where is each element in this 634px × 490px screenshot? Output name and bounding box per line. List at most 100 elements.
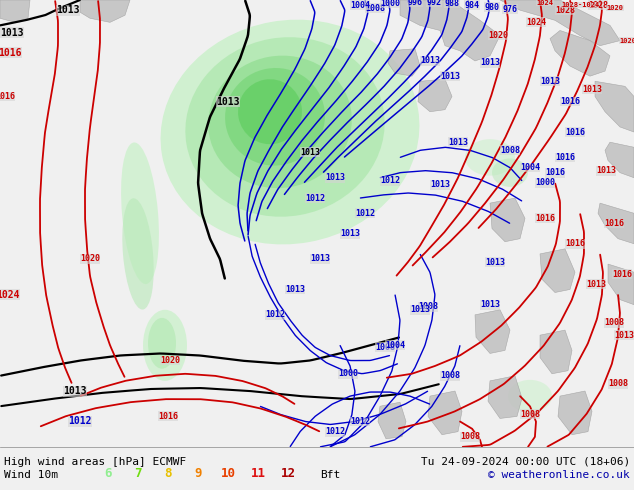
Ellipse shape [238,79,302,144]
Text: 1024: 1024 [526,18,546,27]
Text: 1020: 1020 [619,38,634,44]
Polygon shape [540,330,572,374]
Text: 1004: 1004 [385,341,405,350]
Text: 1008: 1008 [375,343,395,352]
Text: 1012: 1012 [68,416,92,426]
Text: 992: 992 [427,0,441,6]
Polygon shape [80,0,130,23]
Text: Bft: Bft [320,470,340,480]
Ellipse shape [143,310,187,381]
Polygon shape [400,0,500,61]
Ellipse shape [185,37,385,217]
Text: 1008: 1008 [608,379,628,389]
Text: 1016: 1016 [0,48,22,58]
Text: 1013: 1013 [582,85,602,94]
Text: 1013: 1013 [540,77,560,86]
Text: 12: 12 [280,467,295,480]
Ellipse shape [508,380,552,413]
Text: 1016: 1016 [0,92,15,101]
Text: 1013: 1013 [420,56,440,66]
Text: 1016: 1016 [560,97,580,106]
Ellipse shape [225,68,325,166]
Text: 1004: 1004 [520,163,540,172]
Polygon shape [488,376,522,418]
Polygon shape [608,264,634,305]
Text: 1013: 1013 [448,138,468,147]
Text: 1020: 1020 [80,254,100,264]
Text: 1028: 1028 [555,6,575,15]
Text: 1028-1024: 1028-1024 [561,2,599,8]
Text: 988: 988 [444,0,460,7]
Text: © weatheronline.co.uk: © weatheronline.co.uk [488,470,630,480]
Text: 1013: 1013 [310,254,330,264]
Polygon shape [598,203,634,244]
Polygon shape [540,249,575,293]
Text: 1016: 1016 [565,239,585,248]
Text: 1024: 1024 [536,0,553,6]
Text: 1013: 1013 [480,300,500,309]
Text: 996: 996 [408,0,422,6]
Text: Tu 24-09-2024 00:00 UTC (18+06): Tu 24-09-2024 00:00 UTC (18+06) [421,457,630,467]
Text: 6: 6 [104,467,112,480]
Text: 1013: 1013 [410,305,430,314]
Text: Wind 10m: Wind 10m [4,470,58,480]
Text: 1013: 1013 [614,331,634,340]
Text: 11: 11 [250,467,266,480]
Text: 1012: 1012 [265,310,285,319]
Ellipse shape [492,158,528,187]
Polygon shape [428,391,462,435]
Text: 1016: 1016 [535,214,555,223]
Polygon shape [500,0,620,46]
Ellipse shape [208,56,352,188]
Text: 1013: 1013 [300,148,320,157]
Polygon shape [475,310,510,353]
Polygon shape [418,79,452,112]
Text: 1028: 1028 [588,0,608,10]
Text: 1008: 1008 [365,3,385,13]
Ellipse shape [148,318,176,368]
Polygon shape [550,30,610,76]
Text: 1016: 1016 [612,270,632,279]
Text: 1000: 1000 [380,0,400,7]
Ellipse shape [121,143,159,284]
Text: 1013: 1013 [430,180,450,189]
Polygon shape [558,391,592,435]
Text: 1008: 1008 [460,432,480,441]
Text: 1012: 1012 [325,427,345,436]
Text: 1013: 1013 [485,258,505,267]
Text: 984: 984 [465,0,479,10]
Text: 1016: 1016 [158,412,178,421]
Text: 9: 9 [194,467,202,480]
Text: 1008: 1008 [520,410,540,419]
Text: 1016: 1016 [604,219,624,228]
Polygon shape [388,49,420,76]
Text: 1013: 1013 [480,58,500,68]
Text: 1008: 1008 [500,146,520,155]
Text: 1020: 1020 [488,31,508,40]
Text: 1000: 1000 [535,178,555,187]
Text: 1008: 1008 [604,318,624,327]
Text: 1008: 1008 [418,302,438,311]
Text: 1020: 1020 [607,5,623,11]
Text: 1024: 1024 [0,290,20,299]
Polygon shape [595,81,634,132]
Text: 1013: 1013 [596,166,616,175]
Text: 1016: 1016 [565,127,585,137]
Text: 1013: 1013 [340,229,360,238]
Text: 1012: 1012 [380,176,400,185]
Text: 1016: 1016 [555,153,575,162]
Text: 1004: 1004 [350,0,370,10]
Text: 1008: 1008 [440,371,460,380]
Polygon shape [378,402,406,439]
Text: 1000: 1000 [338,369,358,378]
Text: 1020: 1020 [160,356,180,365]
Text: 976: 976 [503,4,517,14]
Text: 1013: 1013 [285,285,305,294]
Polygon shape [0,0,30,23]
Text: 8: 8 [164,467,172,480]
Text: 10: 10 [221,467,235,480]
Text: 1012: 1012 [355,209,375,218]
Ellipse shape [465,139,515,176]
Text: 1013: 1013 [0,27,23,38]
Polygon shape [605,142,634,178]
